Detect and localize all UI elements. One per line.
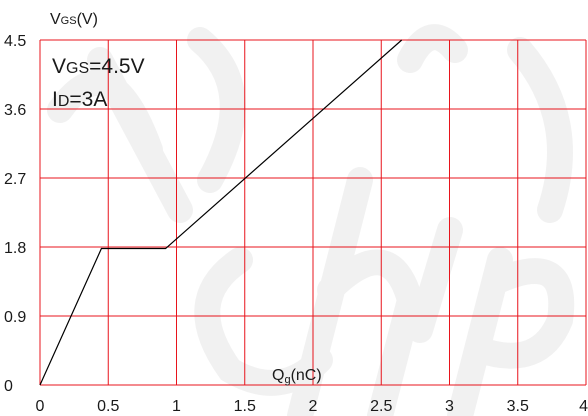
x-tick-label: 2 [309,398,318,415]
y-tick-label: 0.9 [4,309,26,326]
y-tick-label: 0 [4,378,13,395]
x-tick-label: 4 [579,398,588,415]
annotation-id: ID=3A [52,88,107,111]
x-tick-label: 3.5 [507,398,529,415]
x-tick-label: 1.5 [234,398,256,415]
grid-lines [39,39,587,386]
y-axis-label: VGS(V) [50,11,98,28]
x-tick-label: 0.5 [97,398,119,415]
x-tick-label: 2.5 [370,398,392,415]
x-tick-label: 1 [172,398,181,415]
y-tick-label: 3.6 [4,102,26,119]
y-tick-label: 1.8 [4,240,26,257]
y-axis-ticks: 0 0.9 1.8 2.7 3.6 4.5 [4,33,26,395]
x-tick-label: 3 [445,398,454,415]
x-tick-label: 0 [36,398,45,415]
x-axis-ticks: 0 0.5 1 1.5 2 2.5 3 3.5 4 [36,398,588,415]
y-tick-label: 2.7 [4,171,26,188]
series-line [39,39,403,386]
watermark [47,24,575,416]
y-tick-label: 4.5 [4,33,26,50]
plot-area [39,39,403,386]
x-axis-label: Qg(nC) [272,367,322,386]
annotation-vgs: VGS=4.5V [52,55,145,78]
